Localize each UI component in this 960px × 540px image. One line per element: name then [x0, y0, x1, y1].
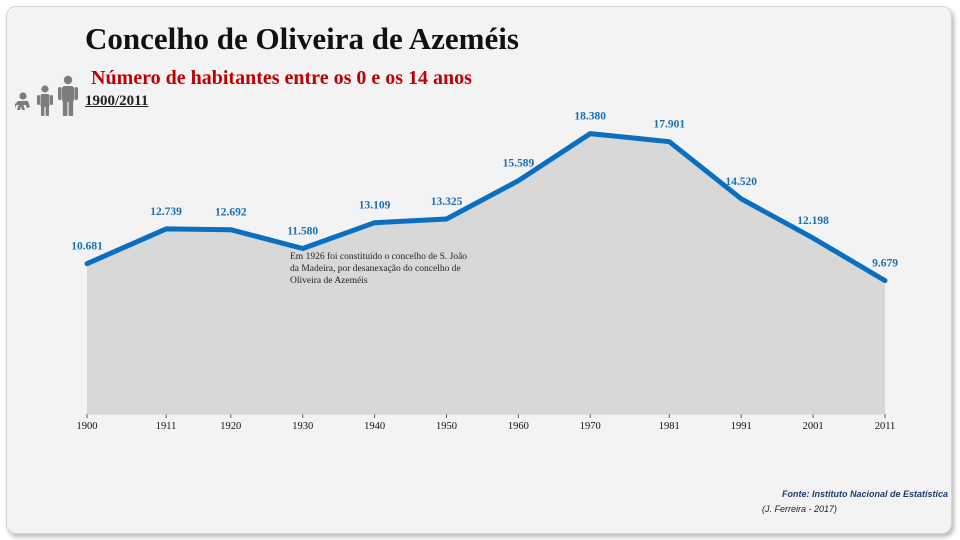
- data-label: 12.198: [797, 215, 829, 227]
- x-tick-label: 2011: [875, 421, 896, 432]
- data-label: 9.679: [872, 258, 898, 270]
- data-point: [811, 236, 815, 240]
- x-tick-label: 1950: [436, 421, 457, 432]
- data-label: 14.520: [725, 176, 757, 188]
- period-label: 1900/2011: [85, 93, 149, 109]
- x-tick-label: 1930: [292, 421, 313, 432]
- series-line: [84, 131, 888, 284]
- data-label: 13.109: [359, 200, 391, 212]
- chart-annotation: Em 1926 foi constituído o concelho de S.…: [290, 252, 468, 286]
- x-tick-label: 1920: [220, 421, 241, 432]
- x-tick-label: 1970: [580, 421, 601, 432]
- data-label: 13.325: [431, 196, 463, 208]
- data-label: 11.580: [287, 226, 318, 238]
- data-label: 17.901: [653, 119, 685, 131]
- data-point: [516, 179, 520, 183]
- x-tick-label: 2001: [803, 421, 824, 432]
- data-point: [229, 228, 233, 232]
- child-icon: [37, 85, 53, 116]
- data-point: [373, 221, 377, 225]
- data-label: 18.380: [574, 111, 606, 123]
- x-tick-label: 1911: [156, 421, 177, 432]
- author-note: (J. Ferreira - 2017): [762, 504, 838, 514]
- data-label: 10.681: [71, 241, 103, 253]
- data-point: [164, 227, 168, 231]
- baby-icon: [15, 92, 30, 110]
- x-tick-label: 1900: [77, 421, 98, 432]
- page-title: Concelho de Oliveira de Azeméis: [85, 21, 519, 56]
- area-fill: [87, 133, 885, 414]
- adult-icon: [58, 75, 78, 116]
- data-label: 12.692: [215, 207, 247, 219]
- data-point: [85, 262, 89, 266]
- chart-subtitle: Número de habitantes entre os 0 e os 14 …: [91, 67, 472, 89]
- data-label: 15.589: [503, 158, 535, 170]
- data-point: [445, 217, 448, 221]
- x-tick-label: 1991: [731, 421, 752, 432]
- x-tick-label: 1960: [508, 421, 529, 432]
- data-point: [739, 197, 743, 201]
- data-point: [667, 140, 671, 144]
- x-tick-label: 1940: [364, 421, 385, 432]
- data-point: [588, 132, 592, 136]
- data-point: [883, 279, 887, 283]
- source-note: Fonte: Instituto Nacional de Estatística: [781, 489, 948, 499]
- data-point: [301, 247, 305, 250]
- x-tick-label: 1981: [659, 421, 680, 432]
- data-label: 12.739: [150, 206, 182, 218]
- people-icons: [15, 75, 85, 119]
